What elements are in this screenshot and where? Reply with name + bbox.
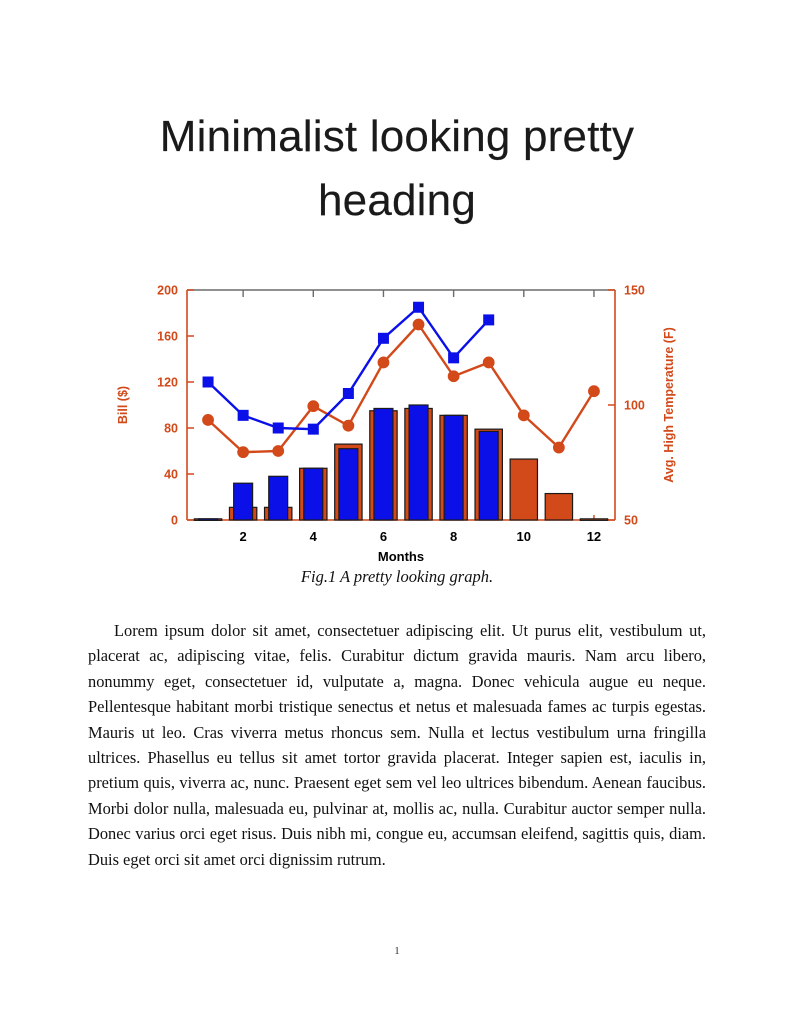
x-tick-label-4: 4 (310, 529, 318, 544)
bar-orange-month-10[interactable] (509, 458, 539, 521)
x-tick-label-10: 10 (517, 529, 531, 544)
figure-chart: 0 40 80 120 160 200 Bill ($) 50 100 150 Avg. High … (97, 272, 697, 563)
y2-tick-label-150: 150 (624, 284, 645, 298)
temperature-blue-marker-7[interactable] (448, 352, 460, 364)
y-tick-label-200: 200 (157, 284, 178, 298)
page-title: Minimalist looking pretty heading (159, 112, 635, 225)
y-tick-label-40: 40 (164, 468, 178, 482)
temperature-blue-marker-2[interactable] (272, 422, 284, 434)
temperature-orange-marker-9[interactable] (517, 409, 530, 422)
y-tick-label-80: 80 (164, 422, 178, 436)
temperature-orange-marker-0[interactable] (202, 414, 214, 426)
y-axis-title: Bill ($) (116, 386, 130, 424)
y2-tick-label-100: 100 (624, 399, 645, 413)
bar-blue-month-3[interactable] (268, 475, 289, 521)
y-tick-label-120: 120 (157, 376, 178, 390)
temperature-orange-marker-8[interactable] (482, 356, 495, 369)
body-paragraph: Lorem ipsum dolor sit amet, consectetuer… (88, 621, 706, 869)
temperature-orange-marker-1[interactable] (237, 446, 250, 459)
y2-axis-title: Avg. High Temperature (F) (662, 327, 676, 483)
temperature-blue-marker-1[interactable] (237, 409, 249, 421)
temperature-blue-marker-3[interactable] (307, 423, 319, 435)
x-tick-label-12: 12 (587, 529, 601, 544)
temperature-orange-marker-10[interactable] (552, 441, 565, 454)
bar-blue-month-8[interactable] (443, 414, 464, 521)
plot-background (187, 290, 615, 520)
x-tick-label-2: 2 (240, 529, 247, 544)
bar-blue-month-1[interactable] (197, 518, 219, 521)
temperature-orange-marker-5[interactable] (377, 356, 390, 369)
temperature-orange-marker-3[interactable] (307, 400, 320, 413)
temperature-blue-marker-5[interactable] (377, 332, 389, 344)
x-tick-label-8: 8 (450, 529, 457, 544)
bar-orange-month-11[interactable] (544, 492, 574, 521)
y-tick-label-160: 160 (157, 330, 178, 344)
y2-tick-label-50: 50 (624, 514, 638, 528)
x-axis-title: Months (378, 549, 424, 562)
temperature-orange-marker-2[interactable] (272, 445, 285, 457)
page-number: 1 (394, 945, 400, 957)
temperature-orange-marker-6[interactable] (412, 318, 425, 331)
temperature-orange-marker-11[interactable] (588, 385, 600, 398)
temperature-blue-marker-0[interactable] (202, 376, 214, 388)
bar-blue-month-5[interactable] (338, 448, 359, 521)
temperature-orange-marker-7[interactable] (447, 370, 460, 383)
figure-caption: Fig.1 A pretty looking graph. (300, 567, 494, 586)
temperature-orange-marker-4[interactable] (342, 419, 355, 432)
temperature-blue-marker-4[interactable] (342, 388, 354, 399)
temperature-blue-marker-6[interactable] (413, 301, 425, 313)
y-tick-label-0: 0 (171, 514, 178, 528)
bar-blue-month-6[interactable] (373, 407, 394, 521)
bar-blue-month-7[interactable] (408, 404, 429, 521)
bill-temperature-chart: 0 40 80 120 160 200 Bill ($) 50 100 150 Avg. High … (116, 284, 676, 563)
temperature-blue-marker-8[interactable] (483, 314, 495, 326)
x-tick-label-6: 6 (380, 529, 387, 544)
bar-blue-month-2[interactable] (233, 482, 254, 521)
bar-blue-month-4[interactable] (303, 467, 324, 521)
bar-blue-month-9[interactable] (478, 430, 499, 521)
bar-orange-month-12[interactable] (579, 518, 609, 521)
